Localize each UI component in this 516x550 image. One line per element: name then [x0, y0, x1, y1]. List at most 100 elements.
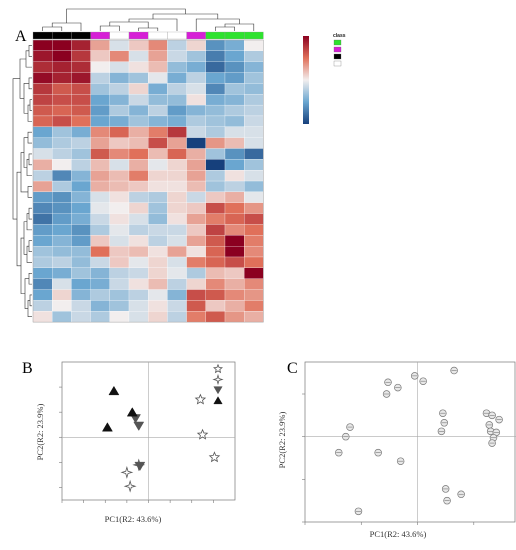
heatmap-cell: [148, 235, 168, 247]
heatmap-cell: [205, 300, 226, 312]
heatmap-cell: [224, 256, 245, 268]
heatmap-cell: [186, 300, 206, 312]
b-point-anp24: [133, 421, 145, 431]
heatmap-cells: [32, 39, 264, 323]
heatmap-cell: [52, 61, 72, 73]
heatmap-cell: [109, 83, 130, 95]
heatmap-cell: [167, 180, 187, 193]
heatmap-cell: [52, 202, 72, 214]
heatmap-cell: [224, 94, 245, 106]
heatmap-cell: [167, 126, 187, 138]
heatmap-cell: [32, 115, 53, 127]
dendrogram-link: [215, 26, 235, 31]
heatmap-cell: [186, 137, 206, 149]
heatmap-cell: [244, 148, 264, 160]
heatmap-cell: [244, 61, 264, 73]
heatmap-cell: [244, 39, 264, 51]
b-point-s-3: [196, 428, 209, 440]
heatmap-cell: [109, 104, 130, 117]
heatmap-cell: [109, 311, 130, 323]
heatmap-cell: [71, 83, 91, 95]
heatmap-cell: [52, 246, 72, 258]
heatmap-cell: [224, 39, 245, 51]
heatmap-cell: [109, 180, 130, 193]
heatmap-cell: [244, 83, 264, 95]
heatmap-cell: [224, 289, 245, 301]
heatmap-cell: [186, 289, 206, 301]
heatmap-cell: [90, 235, 110, 247]
heatmap-cell: [186, 202, 206, 214]
dendrogram-link: [28, 207, 32, 220]
heatmap-cell: [90, 148, 110, 160]
heatmap-cell: [32, 224, 53, 236]
class-bar-cell: [148, 31, 168, 40]
b-y-axis-title: PC2(R2: 23.9%): [35, 403, 45, 460]
heatmap-cell: [148, 159, 168, 171]
heatmap-cell: [128, 159, 149, 171]
heatmap-cell: [32, 235, 53, 247]
heatmap-cell: [244, 224, 264, 236]
dendrogram-link: [27, 186, 32, 198]
heatmap-cell: [148, 224, 168, 236]
pca-scores-axes: [59, 361, 236, 503]
b-legend-marker: [212, 373, 224, 386]
heatmap-cell: [167, 311, 187, 323]
heatmap-cell: [186, 104, 206, 117]
heatmap-cell: [186, 83, 206, 95]
heatmap-cell: [128, 246, 149, 258]
legend-title: class: [333, 33, 346, 39]
heatmap-cell: [186, 148, 206, 160]
heatmap-cell: [71, 159, 91, 171]
heatmap-cell: [205, 159, 226, 171]
heatmap-cell: [244, 115, 264, 127]
heatmap-cell: [109, 278, 130, 290]
dendrogram-link: [109, 21, 149, 28]
heatmap-cell: [167, 235, 187, 247]
heatmap-cell: [148, 256, 168, 268]
heatmap-cell: [128, 278, 149, 290]
heatmap-cell: [186, 72, 206, 84]
heatmap-cell: [71, 213, 91, 225]
heatmap-cell: [128, 311, 149, 323]
heatmap-cell: [167, 246, 187, 258]
heatmap-cell: [205, 94, 226, 106]
heatmap-cell: [167, 61, 187, 73]
heatmap-cell: [186, 278, 206, 290]
heatmap-cell: [90, 115, 110, 127]
heatmap-cell: [128, 170, 149, 182]
heatmap-cell: [167, 300, 187, 312]
c-plot-frame: [304, 361, 516, 523]
heatmap-cell: [205, 104, 226, 117]
heatmap-cell: [52, 83, 72, 95]
heatmap-cell: [167, 159, 187, 171]
dendrogram-link: [28, 77, 32, 90]
heatmap-panel: A class: [12, 8, 346, 323]
heatmap-cell: [167, 72, 187, 84]
heatmap-cell: [71, 191, 91, 203]
heatmap-cell: [167, 50, 187, 62]
heatmap-cell: [205, 72, 226, 84]
heatmap-cell: [205, 180, 226, 193]
heatmap-cell: [128, 104, 149, 117]
heatmap-cell: [109, 191, 130, 203]
heatmap-cell: [148, 61, 168, 73]
heatmap-cell: [71, 246, 91, 258]
class-bar-cell: [90, 31, 110, 40]
heatmap-cell: [109, 72, 130, 84]
heatmap-cell: [90, 180, 110, 193]
dendrogram-link: [28, 240, 32, 252]
class-bar-cell: [186, 31, 206, 40]
heatmap-cell: [224, 180, 245, 193]
heatmap-cell: [71, 300, 91, 312]
heatmap-cell: [244, 159, 264, 171]
heatmap-cell: [90, 50, 110, 62]
heatmap-cell: [90, 159, 110, 171]
class-bar-cell: [167, 31, 187, 40]
heatmap-cell: [205, 289, 226, 301]
heatmap-cell: [128, 289, 149, 301]
heatmap-cell: [167, 202, 187, 214]
heatmap-cell: [109, 115, 130, 127]
heatmap-cell: [167, 191, 187, 203]
heatmap-cell: [32, 246, 53, 258]
heatmap-cell: [90, 170, 110, 182]
